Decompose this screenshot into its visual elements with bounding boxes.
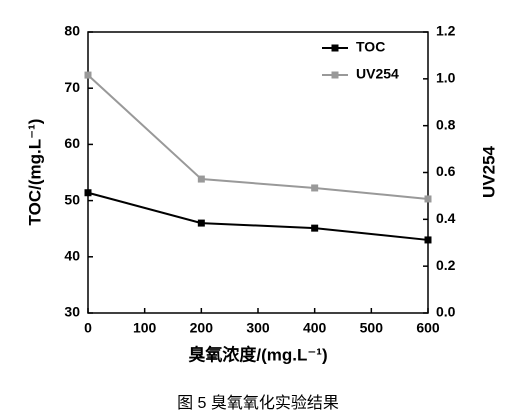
x-axis-title: 臭氧浓度/(mg.L⁻¹) <box>188 344 327 364</box>
data-point <box>197 219 205 227</box>
y2-tick-label: 1.0 <box>436 70 456 86</box>
x-tick-label: 100 <box>133 320 157 336</box>
series-line <box>87 74 429 200</box>
y-tick-label: 50 <box>64 191 80 207</box>
y2-tick-label: 0.4 <box>436 210 456 226</box>
y-tick-label: 30 <box>64 304 80 320</box>
y2-tick-label: 1.2 <box>436 23 456 39</box>
legend-marker <box>331 44 339 52</box>
x-tick-label: 600 <box>416 320 440 336</box>
legend-label: TOC <box>356 39 385 55</box>
y2-tick-label: 0.8 <box>436 116 456 132</box>
legend-marker <box>331 71 339 79</box>
x-tick-label: 0 <box>84 320 92 336</box>
y-tick-label: 60 <box>64 135 80 151</box>
data-point <box>424 236 432 244</box>
x-tick-label: 300 <box>246 320 270 336</box>
y2-tick-label: 0.2 <box>436 257 456 273</box>
series-line <box>87 191 429 241</box>
y2-tick-label: 0.6 <box>436 163 456 179</box>
y-tick-label: 40 <box>64 248 80 264</box>
data-point <box>84 71 92 79</box>
y2-tick-label: 0.0 <box>436 304 456 320</box>
legend-label: UV254 <box>356 66 399 82</box>
y-tick-label: 80 <box>64 23 80 39</box>
y2-axis-title: UV254 <box>479 145 498 198</box>
data-point <box>84 189 92 197</box>
x-tick-label: 200 <box>190 320 214 336</box>
x-tick-label: 500 <box>360 320 384 336</box>
data-point <box>424 195 432 203</box>
x-tick-label: 400 <box>303 320 327 336</box>
y-axis-title: TOC/(mg.L⁻¹) <box>25 119 44 226</box>
y-tick-label: 70 <box>64 79 80 95</box>
data-point <box>311 224 319 232</box>
data-point <box>197 175 205 183</box>
caption: 图 5 臭氧氧化实验结果 <box>177 394 339 412</box>
data-point <box>311 184 319 192</box>
